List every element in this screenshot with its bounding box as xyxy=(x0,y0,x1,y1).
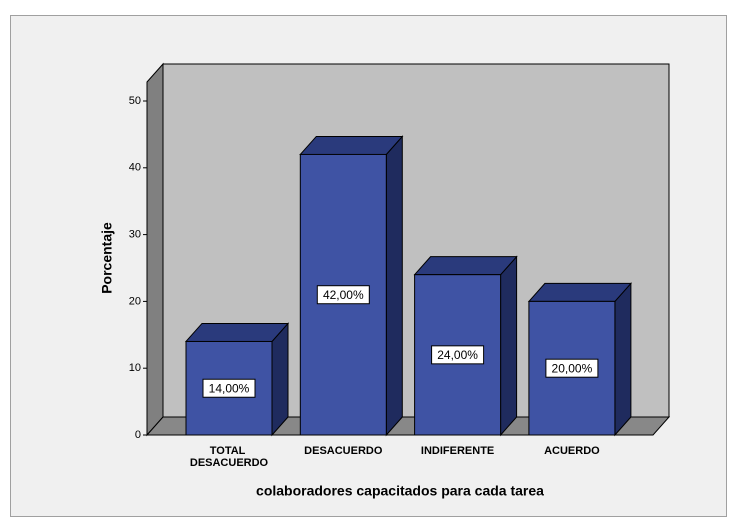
value-label: 20,00% xyxy=(552,361,593,375)
value-label-box xyxy=(545,358,599,378)
x-tick-label: ACUERDO xyxy=(544,445,600,457)
value-label: 14,00% xyxy=(209,381,250,395)
y-tick-label: 40 xyxy=(129,162,141,174)
x-tick-label: TOTAL DESACUERDO xyxy=(190,445,269,469)
y-tick-label: 10 xyxy=(129,362,141,374)
value-label: 42,00% xyxy=(323,288,364,302)
value-label-box xyxy=(431,345,485,365)
value-label-box xyxy=(202,378,256,398)
bar-side xyxy=(500,255,518,437)
y-tick-label: 20 xyxy=(129,295,141,307)
value-label: 24,00% xyxy=(437,348,478,362)
y-axis-label: Porcentaje xyxy=(99,222,115,294)
y-tick-label: 0 xyxy=(135,429,141,441)
bar-top xyxy=(413,256,518,276)
bar-top xyxy=(527,282,633,302)
y-tick-label: 50 xyxy=(129,95,141,107)
bar-side xyxy=(271,322,289,437)
bar-top xyxy=(299,135,404,155)
y-tick-label: 30 xyxy=(129,229,141,241)
bar-top xyxy=(184,322,290,342)
x-tick-label: DESACUERDO xyxy=(304,445,383,457)
x-axis-label: colaboradores capacitados para cada tare… xyxy=(256,483,544,499)
bar-side xyxy=(385,135,403,437)
side-wall xyxy=(146,62,164,437)
bar-side xyxy=(614,282,632,437)
x-tick-label: INDIFERENTE xyxy=(421,445,494,457)
value-label-box xyxy=(316,285,370,305)
